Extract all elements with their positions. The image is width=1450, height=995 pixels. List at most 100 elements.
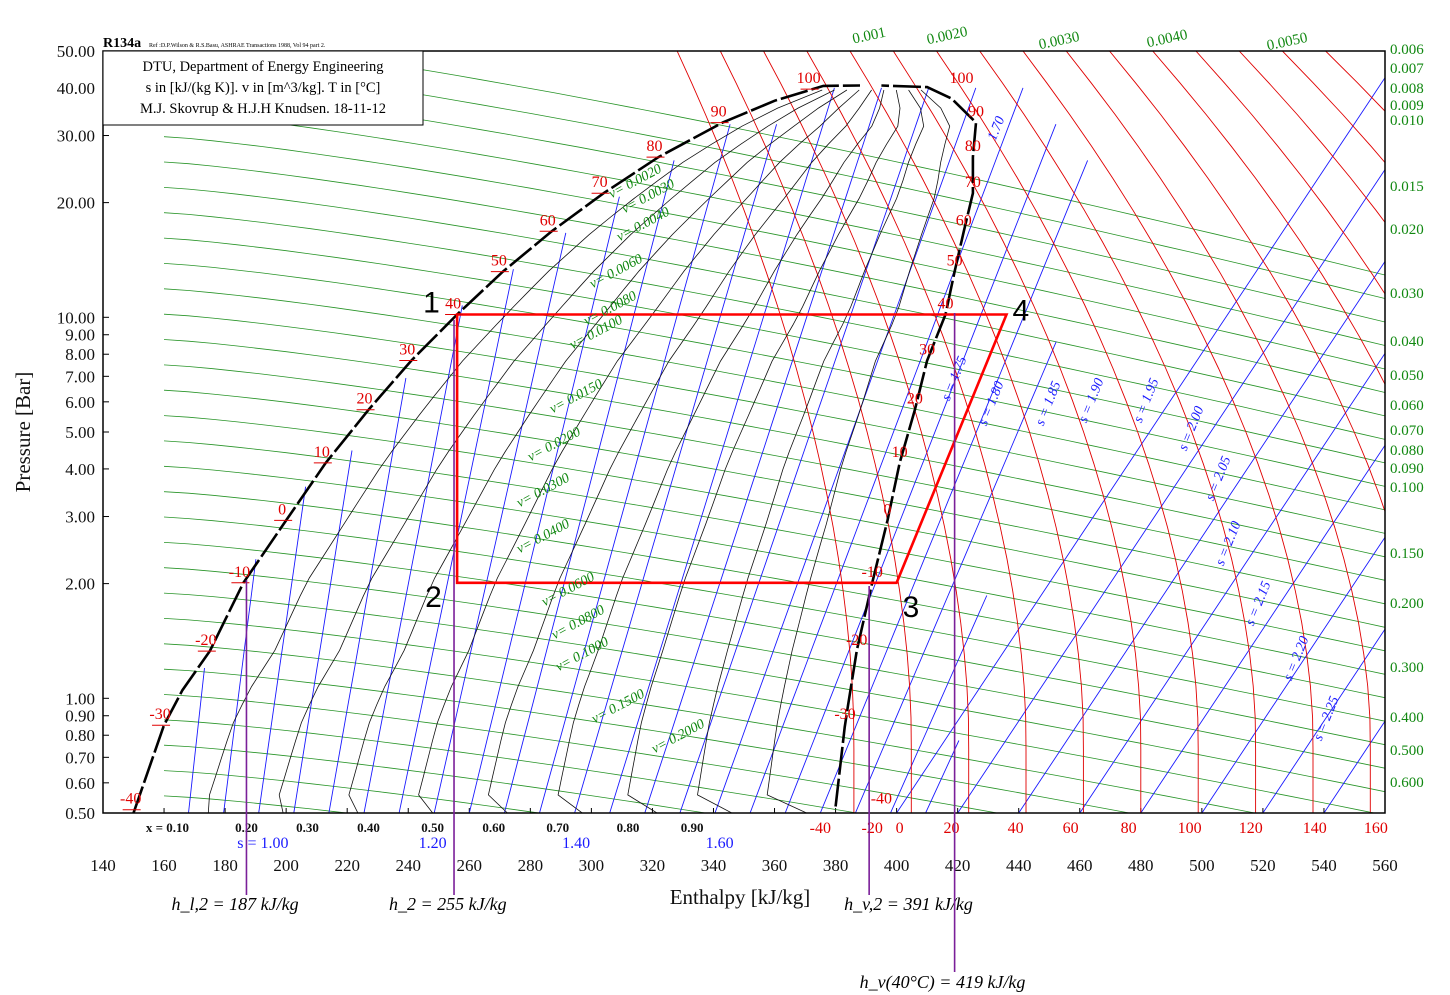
temperature-bottom-label: -20 (862, 820, 883, 837)
isolines (163, 51, 1385, 813)
right-isochore-label: 0.008 (1390, 81, 1424, 97)
sat-temp-label: 60 (540, 212, 556, 229)
entropy-bottom-label: s = 1.00 (237, 835, 288, 852)
info-box: DTU, Department of Energy Engineering s … (102, 50, 424, 126)
sat-temp-label: 90 (711, 104, 727, 121)
x-tick-label: 200 (273, 856, 299, 875)
right-isochore-label: 0.050 (1390, 368, 1424, 384)
y-tick-label: 8.00 (65, 345, 95, 364)
isotherm-line (1282, 51, 1385, 164)
quality-bottom-label: 0.60 (482, 820, 505, 835)
isentrope-line (503, 160, 675, 813)
isotherm-line (936, 51, 1199, 813)
y-tick-label: 5.00 (65, 423, 95, 442)
isochore-line (163, 313, 1385, 534)
isentrope-label: s = 2.25 (1311, 694, 1342, 743)
sat-temp-label: 50 (491, 253, 507, 270)
isochore-line (163, 618, 1377, 813)
isochore-label: v= 0.0400 (514, 517, 572, 557)
temperature-bottom-label: 140 (1303, 820, 1327, 837)
entropy-bottom-label: 1.40 (562, 835, 590, 852)
right-isochore-label: 0.400 (1390, 710, 1424, 726)
quality-bottom-label: 0.30 (296, 820, 319, 835)
right-isochore-label: 0.500 (1390, 743, 1424, 759)
quality-bottom-label: 0.50 (421, 820, 444, 835)
x-tick-label: 260 (457, 856, 483, 875)
vapor-temp-label: -10 (862, 564, 883, 581)
x-tick-label: 400 (884, 856, 910, 875)
x-tick-label: 440 (1006, 856, 1032, 875)
right-isochore-label: 0.040 (1390, 334, 1424, 350)
info-line-3: M.J. Skovrup & H.J.H Knudsen. 18-11-12 (140, 101, 386, 117)
isochore-line (163, 592, 1385, 793)
isotherm-line (1109, 51, 1385, 513)
isentrope-line (1140, 444, 1385, 813)
isochore-line (163, 110, 1385, 346)
isochore-label: v= 0.0060 (587, 252, 645, 292)
cycle-point-label-1: 1 (423, 287, 440, 320)
isochore-line (163, 465, 1385, 675)
y-tick-label: 10.00 (57, 308, 95, 327)
sat-temp-label: -30 (149, 706, 170, 723)
isentrope-line (1201, 536, 1385, 813)
isochore-label: v= 0.2000 (649, 717, 707, 757)
x-tick-label: 560 (1372, 856, 1398, 875)
isochore-line (163, 542, 1385, 746)
x-axis-title: Enthalpy [kJ/kg] (670, 885, 811, 909)
isentrope-line (784, 124, 1057, 813)
isochore-line (163, 136, 1385, 370)
x-tick-label: 540 (1311, 856, 1337, 875)
isochore-line (163, 187, 1385, 417)
isochore-line (163, 694, 1000, 813)
sat-temp-label: 0 (278, 501, 286, 518)
isentrope-line (1323, 720, 1385, 813)
sat-temp-label: 70 (592, 174, 608, 191)
temperature-bottom-label: 160 (1364, 820, 1388, 837)
right-isochore-label: 0.015 (1390, 179, 1424, 195)
isochore-line (163, 339, 1385, 558)
isentrope-label: s = 2.20 (1281, 634, 1312, 683)
y-tick-label: 0.70 (65, 748, 95, 767)
quality-line (697, 89, 925, 813)
enthalpy-annotation: h_2 = 255 kJ/kg (389, 894, 507, 914)
plot-frame (102, 50, 1386, 814)
right-isochore-label: 0.150 (1390, 546, 1424, 562)
isotherm-line (1065, 51, 1371, 813)
sat-temp-label: 100 (797, 70, 821, 87)
vapor-temp-label: 0 (883, 501, 891, 518)
right-isochore-label: 0.010 (1390, 113, 1424, 129)
x-tick-label: 180 (212, 856, 238, 875)
y-tick-label: 4.00 (65, 460, 95, 479)
isochore-line (163, 491, 1385, 699)
right-isochore-label: 0.090 (1390, 461, 1424, 477)
x-tick-label: 240 (395, 856, 421, 875)
isentrope-line (925, 740, 960, 813)
vapor-temp-label: -20 (846, 632, 867, 649)
isotherm-line (1022, 51, 1314, 813)
quality-bottom-label: 0.90 (681, 820, 704, 835)
isentrope-line (574, 124, 778, 813)
enthalpy-annotations: h_l,2 = 187 kJ/kg h_2 = 255 kJ/kg h_v,2 = … (171, 313, 1025, 993)
y-tick-label: 20.00 (57, 194, 95, 213)
enthalpy-annotation: h_l,2 = 187 kJ/kg (171, 894, 298, 914)
sat-temp-label: -20 (195, 632, 216, 649)
vapor-temp-label: 10 (892, 444, 908, 461)
right-isochore-label: 0.007 (1390, 61, 1424, 77)
saturation-dome (132, 84, 978, 813)
x-tick-label: 480 (1128, 856, 1154, 875)
x-tick-label: 300 (579, 856, 605, 875)
isochore-line (163, 770, 542, 813)
y-tick-label: 3.00 (65, 508, 95, 527)
temperature-bottom-label: 60 (1063, 820, 1079, 837)
saturated-vapor-line (834, 84, 978, 807)
y-tick-label: 0.50 (65, 804, 95, 823)
y-tick-label: 7.00 (65, 367, 95, 386)
quality-line (348, 89, 848, 813)
isotherm-line (1238, 51, 1385, 224)
saturated-liquid-line (132, 84, 861, 813)
sat-temp-label: 20 (357, 391, 373, 408)
info-line-2: s in [kJ/(kg K)]. v in [m^3/kg]. T in [°… (146, 80, 381, 96)
sat-temp-label: -10 (229, 564, 250, 581)
isentrope-line (644, 87, 882, 813)
right-isochore-label: 0.006 (1390, 42, 1424, 58)
